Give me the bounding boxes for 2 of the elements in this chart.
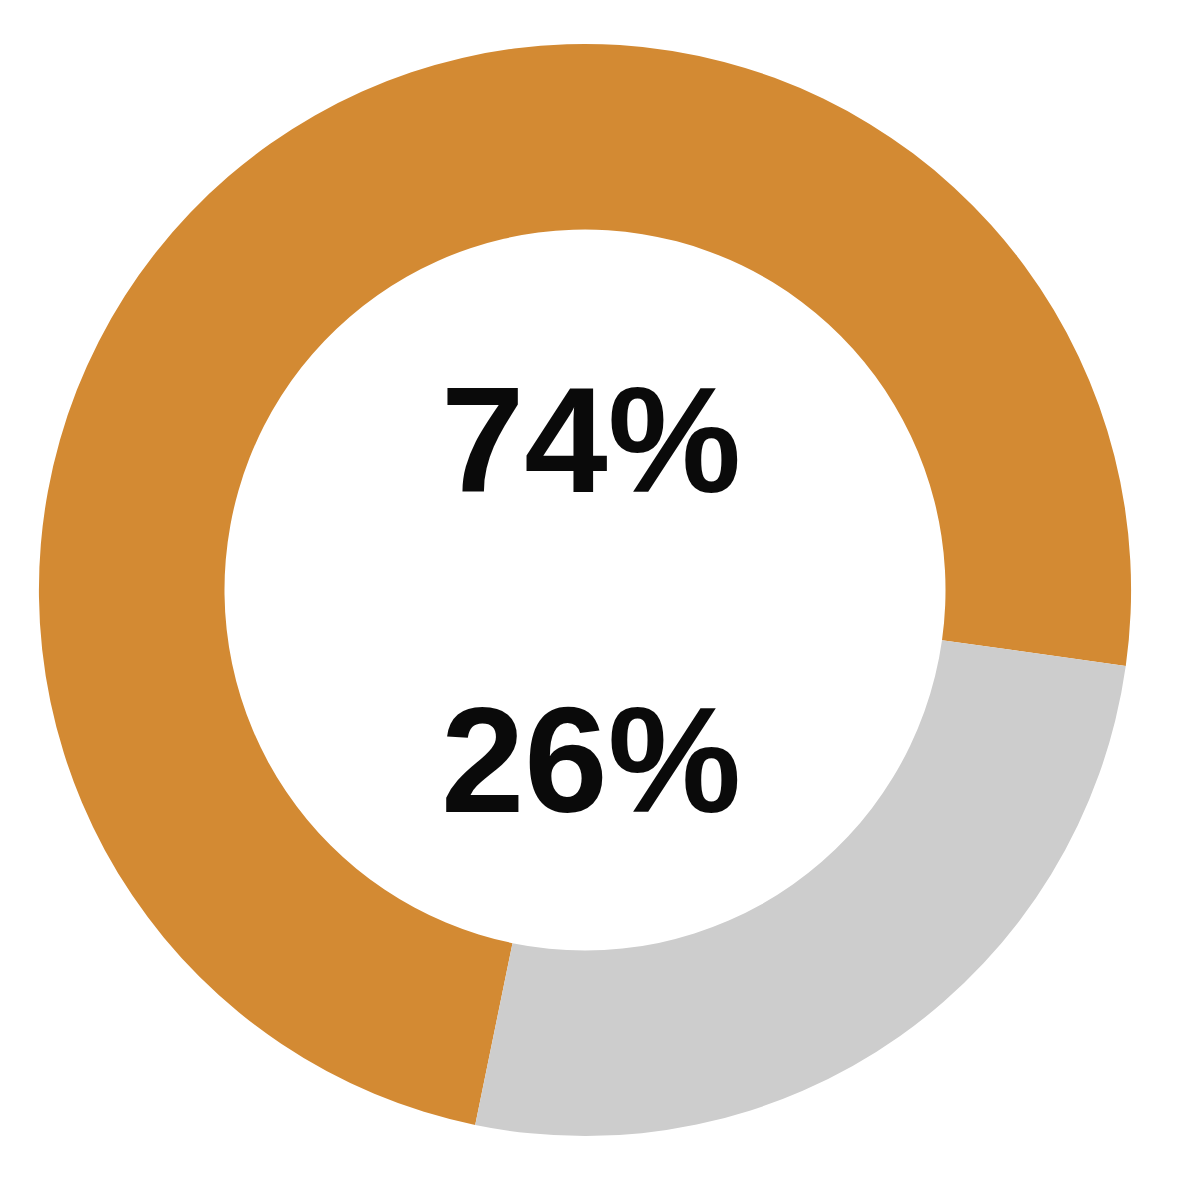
data-label: 26% — [440, 676, 742, 844]
data-label: 74% — [440, 356, 742, 524]
